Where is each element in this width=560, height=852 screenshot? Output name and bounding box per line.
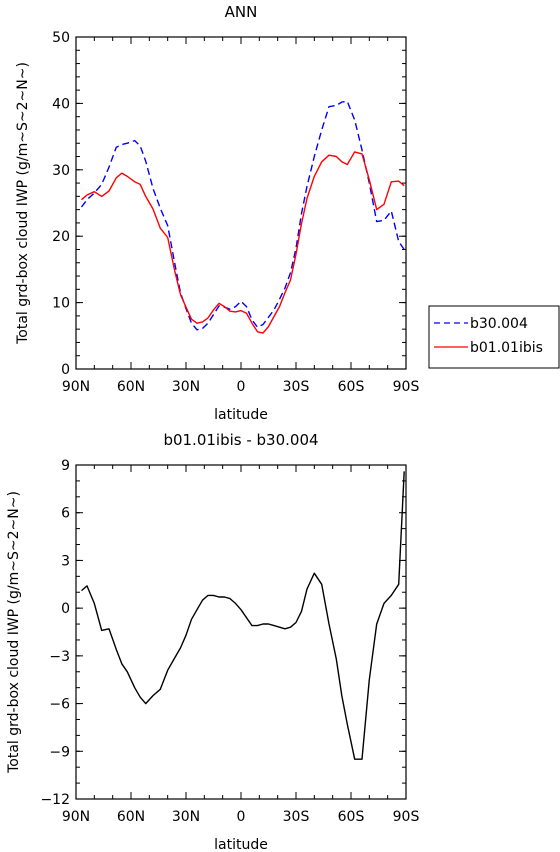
bottom-title: b01.01ibis - b30.004 [163,431,318,449]
x-tick-label: 30N [172,379,200,395]
bottom-frame [75,464,407,800]
bottom-series-group [81,471,405,760]
top-x-axis-label: latitude [214,407,268,423]
series-line-b30-004 [80,100,405,331]
x-tick-label: 0 [237,809,246,825]
y-tick-label: 30 [52,163,70,179]
top-title: ANN [225,3,258,21]
panel-top: ANN 90N 60N 30N 0 30S 60S 90S 0 10 20 30 40 50 latit… [15,3,560,423]
y-tick-label: 0 [61,601,70,617]
y-tick-label: −9 [49,744,70,760]
bottom-plot-area: 90N 60N 30N 0 30S 60S 90S −12 −9 −6 −3 0 3 6 9 [40,458,419,825]
y-tick-label: 10 [52,296,70,312]
panel-bottom: b01.01ibis - b30.004 90N 60N 30N 0 30S 60S 90S… [6,431,419,852]
y-tick-label: 20 [52,229,70,245]
top-plot-area: 90N 60N 30N 0 30S 60S 90S 0 10 20 30 40 50 [52,30,419,395]
x-tick-label: 60S [338,379,365,395]
x-tick-label: 30N [172,809,200,825]
legend-label-b01-01ibis: b01.01ibis [470,340,543,356]
x-tick-label: 30S [283,379,310,395]
x-tick-label: 0 [237,379,246,395]
x-tick-label: 30S [283,809,310,825]
legend-label-b30-004: b30.004 [470,316,528,332]
x-tick-label: 60N [117,809,145,825]
y-tick-label: −12 [40,792,70,808]
legend: b30.004 b01.01ibis [428,305,560,369]
top-y-axis-label: Total grd-box cloud IWP (g/m~S~2~N~) [15,62,31,345]
x-tick-label: 90N [62,379,90,395]
y-tick-label: −3 [49,649,70,665]
y-tick-label: 50 [52,30,70,46]
series-line-difference [81,471,405,760]
x-tick-label: 90S [393,809,420,825]
top-series-group [80,100,405,334]
x-tick-label: 90S [393,379,420,395]
y-tick-label: 3 [61,553,70,569]
y-tick-label: 9 [61,458,70,474]
x-tick-label: 90N [62,809,90,825]
y-tick-label: 40 [52,96,70,112]
bottom-x-axis-label: latitude [214,837,268,852]
bottom-y-axis-label: Total grd-box cloud IWP (g/m~S~2~N~) [6,491,22,774]
x-tick-label: 60N [117,379,145,395]
bottom-ticks: 90N 60N 30N 0 30S 60S 90S −12 −9 −6 −3 0 3 6 9 [40,458,419,825]
series-line-b01-01ibis [81,151,405,334]
legend-box [428,305,560,369]
y-tick-label: 0 [61,362,70,378]
y-tick-label: 6 [61,506,70,522]
top-frame [75,36,407,370]
y-tick-label: −6 [49,697,70,713]
x-tick-label: 60S [338,809,365,825]
top-ticks: 90N 60N 30N 0 30S 60S 90S 0 10 20 30 40 50 [52,30,419,395]
